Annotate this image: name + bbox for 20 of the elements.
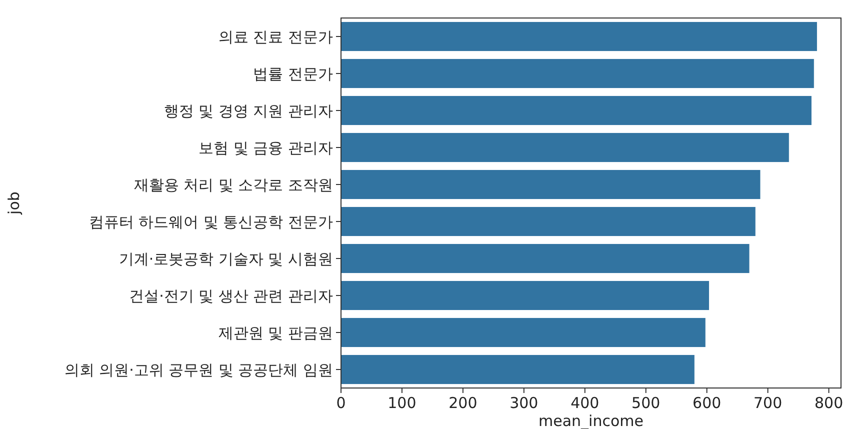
- y-tick-label: 건설·전기 및 생산 관련 관리자: [129, 287, 333, 305]
- x-tick-label: 700: [754, 394, 782, 412]
- y-tick-label: 컴퓨터 하드웨어 및 통신공학 전문가: [88, 213, 333, 231]
- y-tick-label: 제관원 및 판금원: [218, 324, 333, 342]
- x-tick-label: 300: [510, 394, 538, 412]
- x-tick-label: 100: [388, 394, 416, 412]
- y-tick-label: 보험 및 금융 관리자: [198, 139, 333, 157]
- x-tick-label: 600: [692, 394, 722, 412]
- y-axis-title: job: [5, 192, 23, 216]
- x-tick-label: 800: [814, 394, 844, 412]
- x-tick-label: 200: [448, 394, 478, 412]
- x-tick-label: 0: [336, 394, 346, 412]
- x-tick-label: 500: [632, 394, 660, 412]
- y-tick-label: 재활용 처리 및 소각로 조작원: [134, 176, 333, 194]
- y-tick-label: 행정 및 경영 지원 관리자: [164, 102, 333, 120]
- y-tick-label: 의료 진료 전문가: [218, 28, 333, 46]
- y-tick-label: 기계·로봇공학 기술자 및 시험원: [118, 250, 333, 268]
- y-tick-label: 의회 의원·고위 공무원 및 공공단체 임원: [64, 361, 333, 379]
- y-tick-label: 법률 전문가: [253, 65, 333, 83]
- x-tick-label: 400: [570, 394, 600, 412]
